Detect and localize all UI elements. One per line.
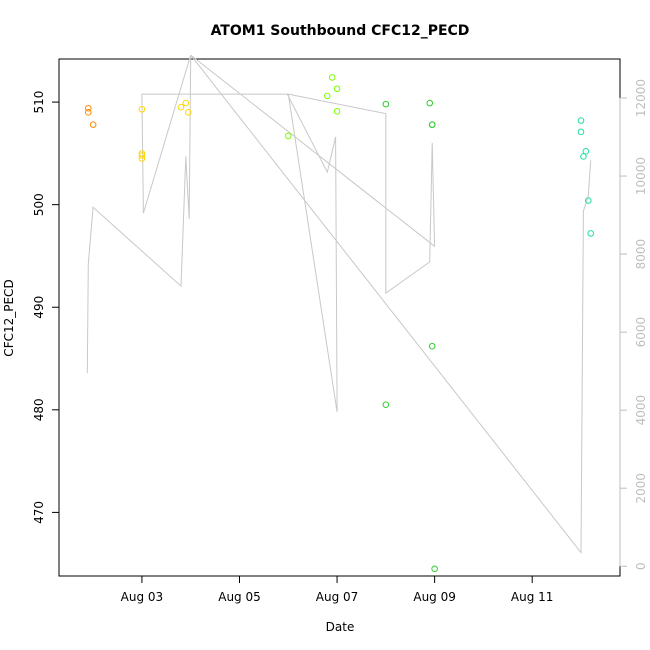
data-point — [138, 152, 146, 159]
data-point — [584, 197, 592, 204]
chart-title: ATOM1 Southbound CFC12_PECD — [211, 23, 470, 39]
data-point — [84, 104, 92, 112]
x-tick-label: Aug 03 — [121, 590, 164, 604]
data-point — [284, 132, 292, 140]
data-point — [138, 150, 146, 157]
y2-tick-label: 6000 — [634, 317, 648, 348]
y-axis-right: 0 2000 4000 6000 8000 10000 12000 — [619, 79, 648, 570]
data-point — [328, 74, 336, 81]
y2-tick-label: 12000 — [634, 79, 648, 117]
x-tick-label: Aug 09 — [413, 590, 456, 604]
y-axis-left: 470 480 490 500 510 — [32, 91, 59, 524]
data-point — [428, 121, 436, 128]
data-point — [428, 342, 436, 350]
data-point — [426, 99, 434, 107]
y-tick-label: 490 — [32, 296, 46, 319]
data-point — [324, 92, 331, 100]
data-point — [577, 117, 585, 124]
data-point — [89, 121, 97, 128]
secondary-series-line — [86, 54, 592, 555]
y2-tick-label: 0 — [634, 562, 648, 570]
y-axis-label: CFC12_PECD — [2, 279, 16, 356]
data-point — [138, 105, 146, 113]
point-series — [84, 74, 595, 573]
plot-frame — [58, 58, 621, 577]
data-point — [577, 128, 585, 136]
data-point — [182, 99, 190, 107]
y2-tick-label: 10000 — [634, 157, 648, 195]
y-tick-label: 470 — [32, 501, 46, 524]
data-point — [84, 109, 92, 116]
x-tick-label: Aug 07 — [316, 590, 359, 604]
data-point — [587, 230, 595, 237]
data-point — [382, 100, 390, 108]
data-point — [382, 401, 390, 408]
data-point — [184, 109, 192, 116]
data-point — [431, 565, 438, 573]
x-axis-label: Date — [326, 620, 355, 634]
data-point — [333, 108, 341, 115]
x-tick-label: Aug 05 — [218, 590, 261, 604]
data-point — [333, 85, 341, 93]
y-tick-label: 500 — [32, 193, 46, 216]
y2-tick-label: 4000 — [634, 395, 648, 426]
x-tick-label: Aug 11 — [511, 590, 554, 604]
y2-tick-label: 8000 — [634, 239, 648, 270]
y2-tick-label: 2000 — [634, 473, 648, 504]
x-axis: Aug 03 Aug 05 Aug 07 Aug 09 Aug 11 — [121, 576, 554, 604]
y-tick-label: 510 — [32, 91, 46, 114]
y-tick-label: 480 — [32, 398, 46, 421]
data-point — [580, 153, 587, 160]
data-point — [177, 103, 185, 111]
secondary-line-series — [86, 54, 592, 555]
data-point — [582, 148, 590, 155]
